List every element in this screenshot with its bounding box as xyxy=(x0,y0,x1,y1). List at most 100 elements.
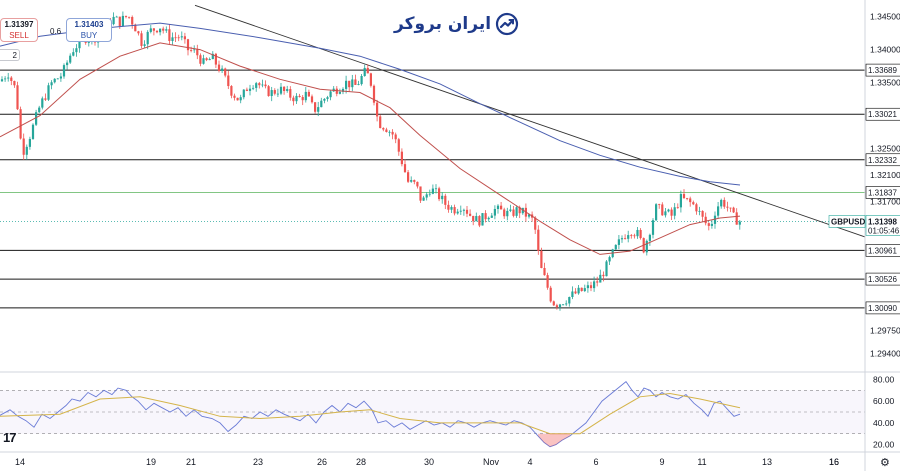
candle-body xyxy=(720,199,723,207)
ma-fast-line xyxy=(0,42,741,255)
candle-body xyxy=(190,50,193,51)
candle-body xyxy=(115,16,118,18)
broker-logo: ایران بروکر xyxy=(394,12,519,36)
candle-body xyxy=(245,89,248,91)
candle-body xyxy=(583,288,586,292)
rsi-oversold-fill xyxy=(538,433,570,447)
buy-label: BUY xyxy=(80,31,98,40)
candle-body xyxy=(177,37,180,39)
candle-body xyxy=(577,287,580,294)
candle-body xyxy=(53,78,56,83)
candle-body xyxy=(217,64,221,71)
candle-body xyxy=(298,95,301,98)
candle-body xyxy=(599,274,602,283)
level-tag-label: 1.32332 xyxy=(868,156,897,165)
candle-body xyxy=(658,204,661,206)
candle-body xyxy=(620,238,624,240)
candle-body xyxy=(614,244,617,250)
candle-body xyxy=(543,267,546,276)
candle-body xyxy=(283,86,286,92)
candle-body xyxy=(562,304,565,306)
candle-body xyxy=(633,235,636,237)
candle-body xyxy=(314,102,317,112)
time-tick-label: 14 xyxy=(15,457,25,467)
moving-averages xyxy=(0,22,741,255)
candle-body xyxy=(372,85,376,103)
candle-body xyxy=(431,188,434,194)
candle-body xyxy=(698,210,701,212)
price-axis[interactable]: 1.33689 1.33021 1.32332 1.31837 1.30961 1.305… xyxy=(828,0,900,471)
time-tick-label: 11 xyxy=(697,457,706,467)
candle-body xyxy=(648,234,651,241)
candle-body xyxy=(279,86,283,94)
level-tag-label: 1.33689 xyxy=(868,66,897,75)
level-tag xyxy=(865,107,900,121)
candle-body xyxy=(205,58,208,61)
candle-body xyxy=(112,16,115,25)
candle-body xyxy=(617,239,620,245)
candle-body xyxy=(416,181,419,187)
candle-body xyxy=(159,28,162,33)
candle-body xyxy=(329,91,332,98)
candle-body xyxy=(168,29,171,42)
time-tick-label: 4 xyxy=(527,457,532,467)
rsi-pane xyxy=(0,371,900,448)
candle-body xyxy=(326,97,329,99)
sell-button[interactable]: 1.31397 SELL xyxy=(0,18,38,42)
candle-body xyxy=(59,76,62,79)
rsi-line xyxy=(0,380,741,448)
interval-selector[interactable]: 2 xyxy=(0,49,20,61)
candle-body xyxy=(261,84,264,86)
candle-body xyxy=(146,31,149,45)
rsi-band-fill xyxy=(0,390,865,434)
level-tag xyxy=(865,272,900,286)
sell-label: SELL xyxy=(9,31,29,40)
candle-body xyxy=(186,39,190,51)
buy-button[interactable]: 1.31403 BUY xyxy=(66,18,112,42)
candle-body xyxy=(31,124,35,139)
time-tick-label: 28 xyxy=(356,457,366,467)
candle-body xyxy=(335,88,338,94)
gear-icon[interactable]: ⚙ xyxy=(880,457,890,469)
candle-body xyxy=(78,37,81,49)
candle-body xyxy=(301,97,304,101)
candle-body xyxy=(351,79,354,88)
symbol-label: GBPUSD xyxy=(831,217,865,226)
time-tick-label: Nov xyxy=(483,457,500,467)
candle-body xyxy=(627,235,630,239)
candle-body xyxy=(568,297,571,304)
candle-body xyxy=(376,102,379,117)
candle-body xyxy=(537,229,540,251)
candle-body xyxy=(193,49,196,51)
candle-body xyxy=(574,291,577,294)
candle-body xyxy=(534,217,537,230)
candle-body xyxy=(50,82,53,86)
candle-body xyxy=(459,210,462,212)
candle-body xyxy=(382,128,385,130)
buy-price: 1.31403 xyxy=(74,20,104,29)
candle-body xyxy=(22,138,25,155)
candle-body xyxy=(490,215,493,218)
rsi-tick-label: 20.00 xyxy=(873,440,895,450)
candle-body xyxy=(636,229,639,237)
time-tick-label: 9 xyxy=(659,457,664,467)
rsi-ma-line xyxy=(0,392,741,435)
candle-body xyxy=(292,97,295,102)
candle-body xyxy=(171,37,174,42)
candle-body xyxy=(289,89,292,98)
level-tag xyxy=(865,153,900,167)
time-tick-label: 19 xyxy=(146,457,156,467)
candle-body xyxy=(307,91,310,97)
candle-body xyxy=(134,24,137,32)
candle-body xyxy=(447,204,450,210)
candle-body xyxy=(270,90,273,97)
candle-body xyxy=(723,199,726,207)
candle-body xyxy=(565,303,568,305)
candle-body xyxy=(558,304,562,308)
candle-body xyxy=(552,301,555,306)
price-tick-label: 1.34000 xyxy=(870,45,900,55)
candle-body xyxy=(713,215,717,224)
candle-body xyxy=(385,129,388,133)
